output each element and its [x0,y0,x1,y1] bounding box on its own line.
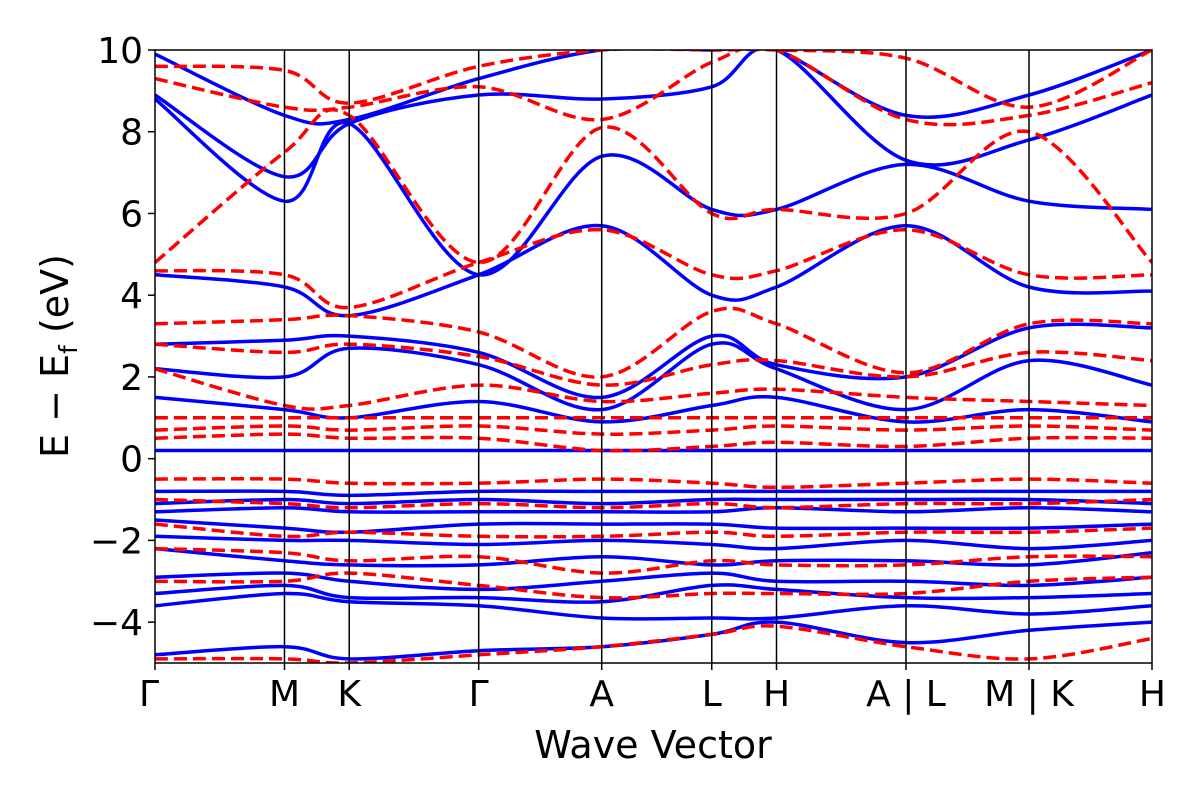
band-line-17 [155,50,1152,179]
band-line-2 [155,591,1152,621]
x-tick-label: A [589,674,614,715]
band-lines [155,50,1152,663]
y-tick-label: −2 [90,521,143,562]
band-line-14 [155,322,1152,400]
band-line-5 [155,546,1152,568]
band-line-29 [155,342,1152,387]
y-tick-label: 4 [120,276,143,317]
x-tick-label: M | K [984,674,1075,715]
band-line-24 [155,477,1152,490]
x-tick-label: K [337,674,362,715]
y-tick-label: 2 [120,358,143,399]
band-line-3 [155,583,1152,604]
x-tick-label: Γ [469,674,489,715]
band-line-26 [155,424,1152,436]
y-tick-label: 0 [120,440,143,481]
band-line-15 [155,223,1152,318]
band-line-28 [155,367,1152,411]
band-line-18 [155,50,1152,126]
y-axis-title-subscript: f [54,344,83,354]
y-axis-title-unit: (eV) [33,254,77,345]
y-tick-label: −4 [90,603,143,644]
x-tick-label: H [1139,674,1166,715]
band-line-30 [155,306,1152,379]
band-line-12 [155,395,1152,424]
kpoint-separator-lines [283,50,1030,663]
band-line-8 [155,505,1152,514]
band-line-23 [155,497,1152,510]
x-tick-label: Γ [139,674,159,715]
x-tick-label: H [763,674,790,715]
x-tick-label: M [269,674,300,715]
band-line-7 [155,518,1152,535]
band-line-22 [155,522,1152,539]
y-axis-ticks: −4 −2 0 2 4 6 8 10 [90,31,155,644]
band-line-13 [155,341,1152,412]
x-axis-title: Wave Vector [534,723,772,767]
plot-frame [154,49,1153,664]
band-line-20 [155,571,1152,600]
band-line-34 [155,50,1152,109]
y-axis-title-main: E − E [33,354,77,458]
x-tick-label: L [702,674,722,715]
y-tick-label: 10 [97,31,143,72]
band-line-19 [155,624,1152,663]
band-line-9 [155,497,1152,506]
x-tick-label: A | L [866,674,946,715]
band-line-32 [155,108,1152,265]
band-line-21 [155,546,1152,575]
band-line-10 [155,489,1152,498]
y-tick-label: 6 [120,194,143,235]
y-axis-title: E − Ef (eV) [33,254,83,458]
y-tick-label: 8 [120,113,143,154]
band-line-25 [155,432,1152,453]
band-line-6 [155,534,1152,551]
band-line-31 [155,228,1152,310]
